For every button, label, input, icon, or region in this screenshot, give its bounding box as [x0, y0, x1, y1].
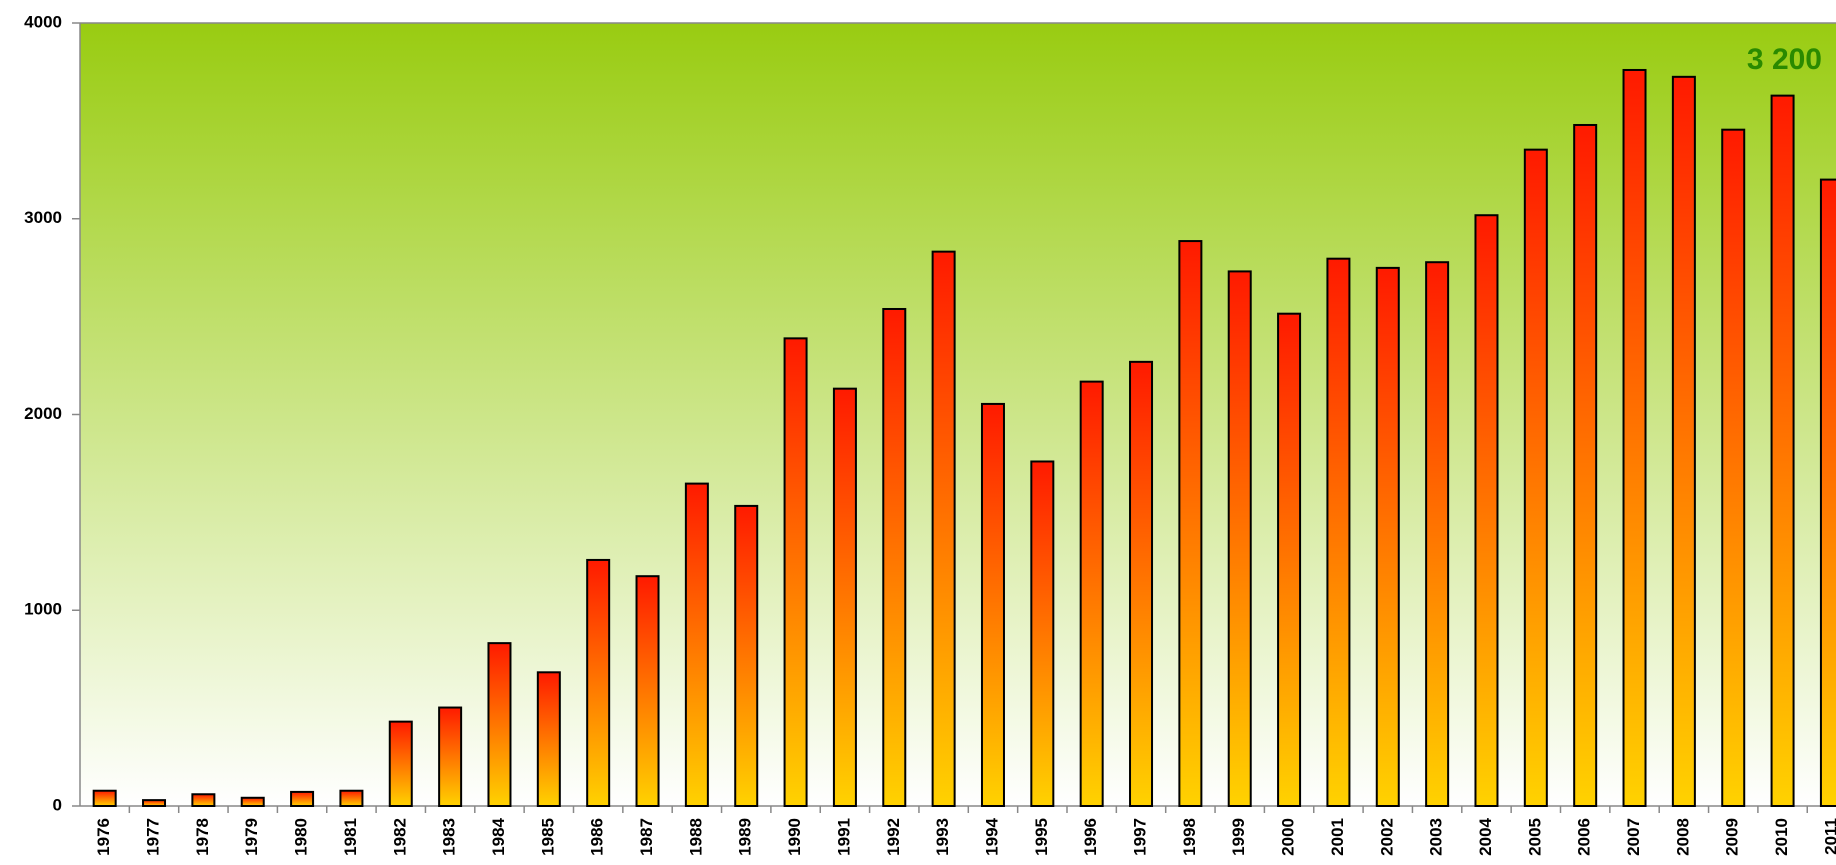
- x-tick-label: 2000: [1279, 818, 1298, 856]
- bar: [142, 799, 167, 808]
- x-tick-label: 1976: [94, 818, 113, 856]
- bar: [734, 504, 759, 807]
- bar: [339, 789, 364, 808]
- bar: [882, 307, 907, 807]
- x-tick-label: 2001: [1328, 818, 1347, 856]
- y-tick-label: 2000: [24, 404, 62, 423]
- bar: [487, 642, 512, 807]
- x-tick-label: 1992: [884, 818, 903, 856]
- bar: [1721, 128, 1746, 807]
- y-tick-label: 3000: [24, 208, 62, 227]
- bar: [1375, 266, 1400, 807]
- x-tick-label: 1994: [982, 817, 1001, 855]
- bar: [931, 250, 956, 808]
- bar: [783, 337, 808, 807]
- x-tick-label: 1988: [686, 818, 705, 856]
- bar: [1474, 214, 1499, 807]
- x-tick-label: 1984: [489, 817, 508, 855]
- x-tick-label: 1977: [144, 818, 163, 856]
- x-tick-label: 1980: [292, 818, 311, 856]
- x-tick-label: 1983: [440, 818, 459, 856]
- x-tick-label: 2003: [1427, 818, 1446, 856]
- bar: [1178, 240, 1203, 808]
- bar: [1030, 460, 1055, 807]
- bar: [92, 789, 117, 808]
- bar: [1671, 75, 1696, 808]
- bar: [536, 671, 561, 807]
- bar: [1227, 270, 1252, 807]
- x-tick-label: 1982: [390, 818, 409, 856]
- bar: [1326, 257, 1351, 808]
- x-tick-label: 1997: [1131, 818, 1150, 856]
- y-tick-label: 0: [53, 795, 62, 814]
- bar: [684, 482, 709, 807]
- x-tick-label: 2002: [1377, 818, 1396, 856]
- annotation: 3 200: [1747, 43, 1822, 76]
- x-tick-label: 1981: [341, 818, 360, 856]
- bar: [1622, 68, 1647, 808]
- x-tick-label: 2007: [1624, 818, 1643, 856]
- bar: [388, 720, 413, 808]
- bar: [980, 402, 1005, 807]
- bar: [240, 796, 265, 808]
- x-tick-label: 2004: [1476, 817, 1495, 855]
- y-tick-label: 4000: [24, 12, 62, 31]
- x-tick-label: 1979: [242, 818, 261, 856]
- x-tick-label: 2010: [1772, 818, 1791, 856]
- bar: [1819, 178, 1836, 808]
- bar: [1079, 380, 1104, 807]
- x-tick-label: 1999: [1229, 818, 1248, 856]
- x-tick-label: 1989: [736, 818, 755, 856]
- x-tick-label: 2005: [1525, 818, 1544, 856]
- x-tick-label: 1978: [193, 818, 212, 856]
- bar: [1129, 360, 1154, 807]
- bar: [1573, 123, 1598, 807]
- bar: [191, 793, 216, 808]
- plot-area: [80, 23, 1836, 806]
- bar: [1770, 94, 1795, 808]
- bar: [1277, 312, 1302, 807]
- x-tick-label: 1996: [1081, 818, 1100, 856]
- y-tick-label: 1000: [24, 600, 62, 619]
- bar: [1425, 261, 1450, 808]
- x-tick-label: 1998: [1180, 818, 1199, 856]
- bar: [438, 706, 463, 807]
- bar: [1523, 148, 1548, 807]
- x-tick-label: 1993: [933, 818, 952, 856]
- x-tick-label: 1995: [1032, 818, 1051, 856]
- bar: [635, 575, 660, 808]
- x-tick-label: 1990: [785, 818, 804, 856]
- x-tick-label: 1987: [637, 818, 656, 856]
- x-tick-label: 2009: [1723, 818, 1742, 856]
- x-tick-label: 2011: [1821, 818, 1836, 855]
- x-tick-label: 1986: [588, 818, 607, 856]
- x-tick-label: 2006: [1575, 818, 1594, 856]
- bar: [832, 387, 857, 807]
- bar: [586, 558, 611, 808]
- x-tick-label: 2008: [1673, 818, 1692, 856]
- x-tick-label: 1991: [834, 818, 853, 856]
- bar: [290, 790, 315, 808]
- x-tick-label: 1985: [538, 818, 557, 856]
